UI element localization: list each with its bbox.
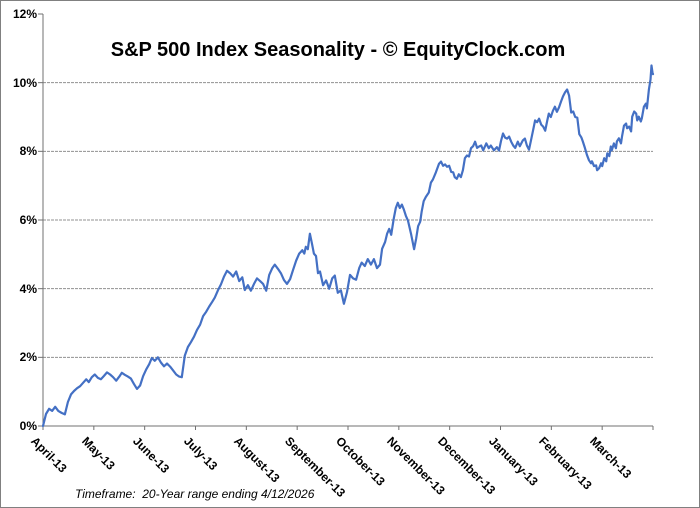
y-axis-label: 10% [12,75,37,90]
y-axis-label: 8% [19,144,37,159]
y-axis-label: 2% [19,350,37,365]
y-axis-label: 6% [19,213,37,227]
timeframe-footnote: Timeframe: 20-Year range ending 4/12/202… [75,487,315,501]
seasonality-line-series [41,64,655,428]
y-axis-label: 4% [19,281,37,296]
y-axis-label: 0% [19,419,37,433]
y-axis-label: 12% [12,7,37,21]
chart-title: S&P 500 Index Seasonality - © EquityCloc… [110,39,566,61]
